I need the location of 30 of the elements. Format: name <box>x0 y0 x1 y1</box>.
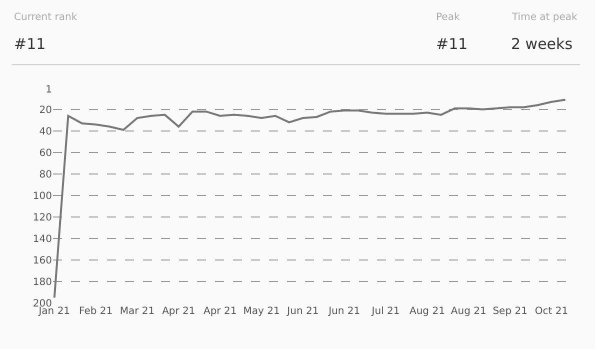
text: #11 <box>436 35 468 53</box>
y-tick-label: 100 <box>32 190 52 202</box>
x-tick-label: Feb 21 <box>79 306 113 317</box>
line-series <box>53 98 566 299</box>
x-tick-label: May 21 <box>243 306 280 317</box>
x-tick-label: Aug 21 <box>410 306 445 317</box>
x-tick-label: Aug 21 <box>450 306 486 317</box>
x-tick-label: Sep 21 <box>492 306 528 317</box>
x-tick-label: Oct 21 <box>534 306 568 317</box>
y-tick-label: 140 <box>32 234 52 245</box>
x-tick-label: Jun 21 <box>328 306 360 317</box>
y-tick-label: 40 <box>39 126 52 138</box>
y-tick-label: 160 <box>32 255 52 266</box>
x-tick-label: Jun 21 <box>286 306 319 317</box>
text: Time at peak <box>511 12 578 23</box>
x-tick-label: Jan 21 <box>38 306 70 317</box>
x-tick-label: Apr 21 <box>162 306 196 317</box>
text: #11 <box>14 35 46 53</box>
text: Peak <box>436 12 460 23</box>
y-tick-label: 180 <box>32 276 52 288</box>
y-tick-label: 20 <box>39 104 52 116</box>
text: Current rank <box>14 12 78 23</box>
y-tick-label: 120 <box>32 212 52 224</box>
y-tick-label: 60 <box>39 148 52 159</box>
text: 2 weeks <box>511 35 573 53</box>
y-tick-label: 1 <box>46 84 52 96</box>
x-tick-label: Mar 21 <box>120 306 155 317</box>
y-tick-label: 80 <box>39 169 52 180</box>
x-tick-label: Apr 21 <box>203 306 237 317</box>
x-tick-label: Jul 21 <box>370 306 400 317</box>
